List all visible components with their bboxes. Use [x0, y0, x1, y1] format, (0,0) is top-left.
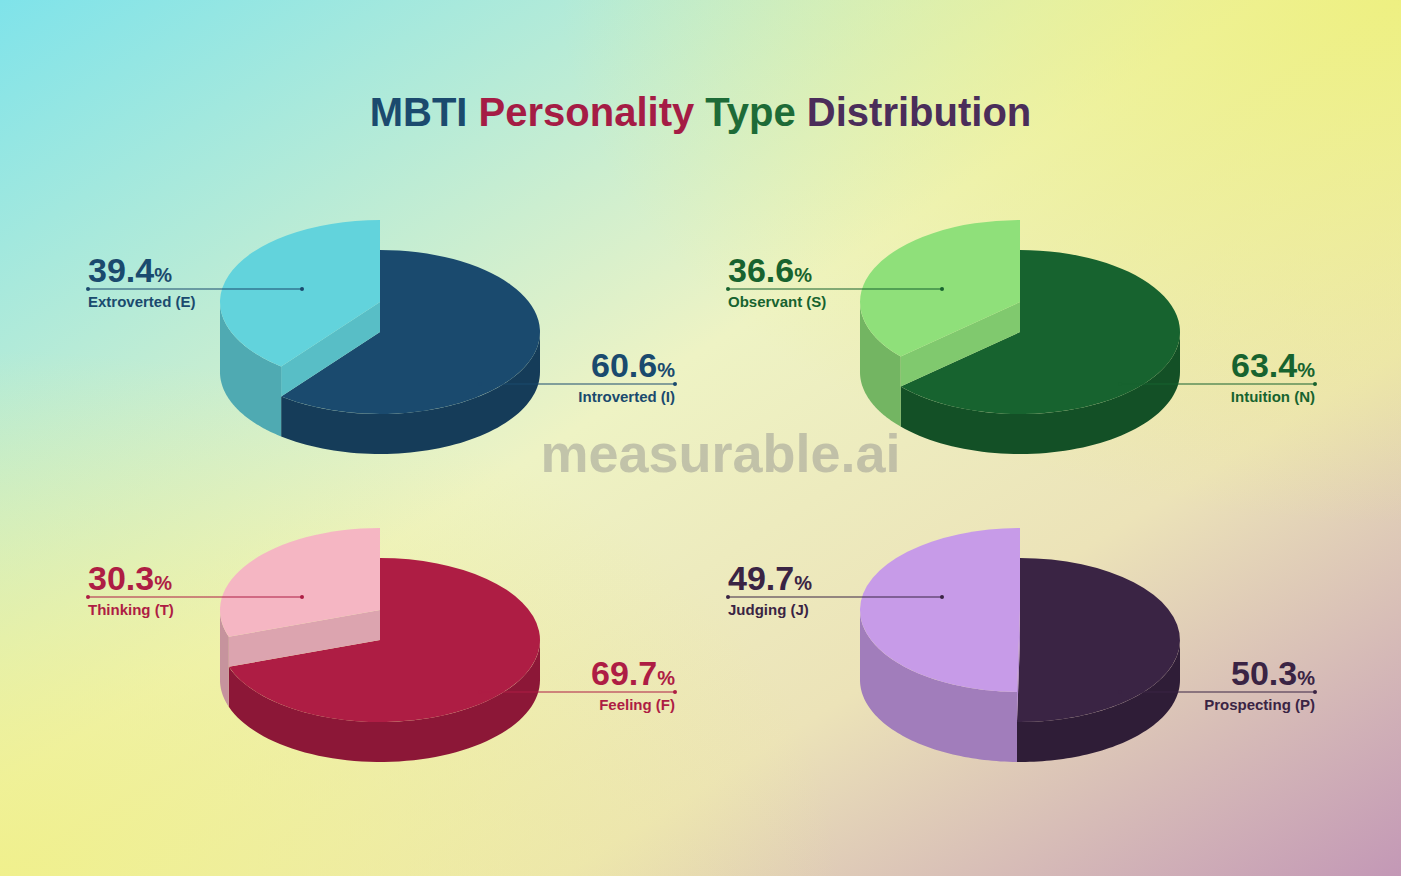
chart-title: MBTI Personality Type Distribution [370, 90, 1032, 134]
slice-top [860, 528, 1020, 692]
leader-dot [478, 382, 482, 386]
leader-line [1120, 383, 1315, 384]
pie-slice [860, 528, 1020, 762]
pie-slice [220, 528, 380, 707]
slice-label: 63.4% Intuition (N) [1118, 346, 1317, 405]
slice-top [1017, 558, 1180, 722]
category-label: Extroverted (E) [88, 293, 196, 310]
slice-label: 36.6% Observant (S) [726, 251, 944, 310]
leader-dot [86, 287, 90, 291]
background-glow [0, 0, 1401, 876]
leader-dot [86, 595, 90, 599]
background-glow [0, 0, 1401, 876]
leader-dot [940, 287, 944, 291]
pie-chart: 39.4% Extroverted (E) 60.6% Introverted (I) [86, 220, 677, 454]
leader-dot [300, 287, 304, 291]
category-label: Judging (J) [728, 601, 809, 618]
watermark: measurable.ai [540, 423, 900, 483]
data-label: 69.7% [591, 654, 675, 692]
slice-top [220, 528, 380, 637]
leader-dot [1313, 690, 1317, 694]
leader-dot [300, 595, 304, 599]
slice-label: 39.4% Extroverted (E) [86, 251, 304, 310]
data-label: 30.3% [88, 559, 172, 597]
leader-line [1120, 691, 1315, 692]
slice-label: 69.7% Feeling (F) [478, 654, 677, 713]
data-label: 63.4% [1231, 346, 1315, 384]
background [0, 0, 1401, 876]
category-label: Introverted (I) [578, 388, 675, 405]
leader-line [728, 596, 942, 597]
leader-line [480, 691, 675, 692]
leader-line [88, 596, 302, 597]
slice-label: 60.6% Introverted (I) [478, 346, 677, 405]
pie-slice [860, 220, 1020, 427]
pie-slice [220, 220, 380, 436]
data-label: 39.4% [88, 251, 172, 289]
leader-line [88, 288, 302, 289]
slice-label: 49.7% Judging (J) [726, 559, 944, 618]
pie-chart: 36.6% Observant (S) 63.4% Intuition (N) [726, 220, 1317, 454]
leader-line [728, 288, 942, 289]
category-label: Thinking (T) [88, 601, 174, 618]
slice-top [220, 220, 380, 366]
leader-line [480, 383, 675, 384]
leader-dot [940, 595, 944, 599]
category-label: Prospecting (P) [1204, 696, 1315, 713]
slice-label: 30.3% Thinking (T) [86, 559, 304, 618]
leader-dot [1118, 690, 1122, 694]
leader-dot [478, 690, 482, 694]
leader-dot [1118, 382, 1122, 386]
leader-dot [673, 382, 677, 386]
category-label: Feeling (F) [599, 696, 675, 713]
pie-slice [1017, 558, 1180, 762]
data-label: 60.6% [591, 346, 675, 384]
data-label: 50.3% [1231, 654, 1315, 692]
slice-top [860, 220, 1020, 357]
pie-chart: 30.3% Thinking (T) 69.7% Feeling (F) [86, 528, 677, 762]
data-label: 36.6% [728, 251, 812, 289]
leader-dot [673, 690, 677, 694]
category-label: Intuition (N) [1231, 388, 1315, 405]
data-label: 49.7% [728, 559, 812, 597]
slice-label: 50.3% Prospecting (P) [1118, 654, 1317, 713]
leader-dot [1313, 382, 1317, 386]
pie-chart: 49.7% Judging (J) 50.3% Prospecting (P) [726, 528, 1317, 762]
category-label: Observant (S) [728, 293, 826, 310]
chart-canvas: MBTI Personality Type Distribution measur… [0, 0, 1401, 876]
leader-dot [726, 595, 730, 599]
leader-dot [726, 287, 730, 291]
